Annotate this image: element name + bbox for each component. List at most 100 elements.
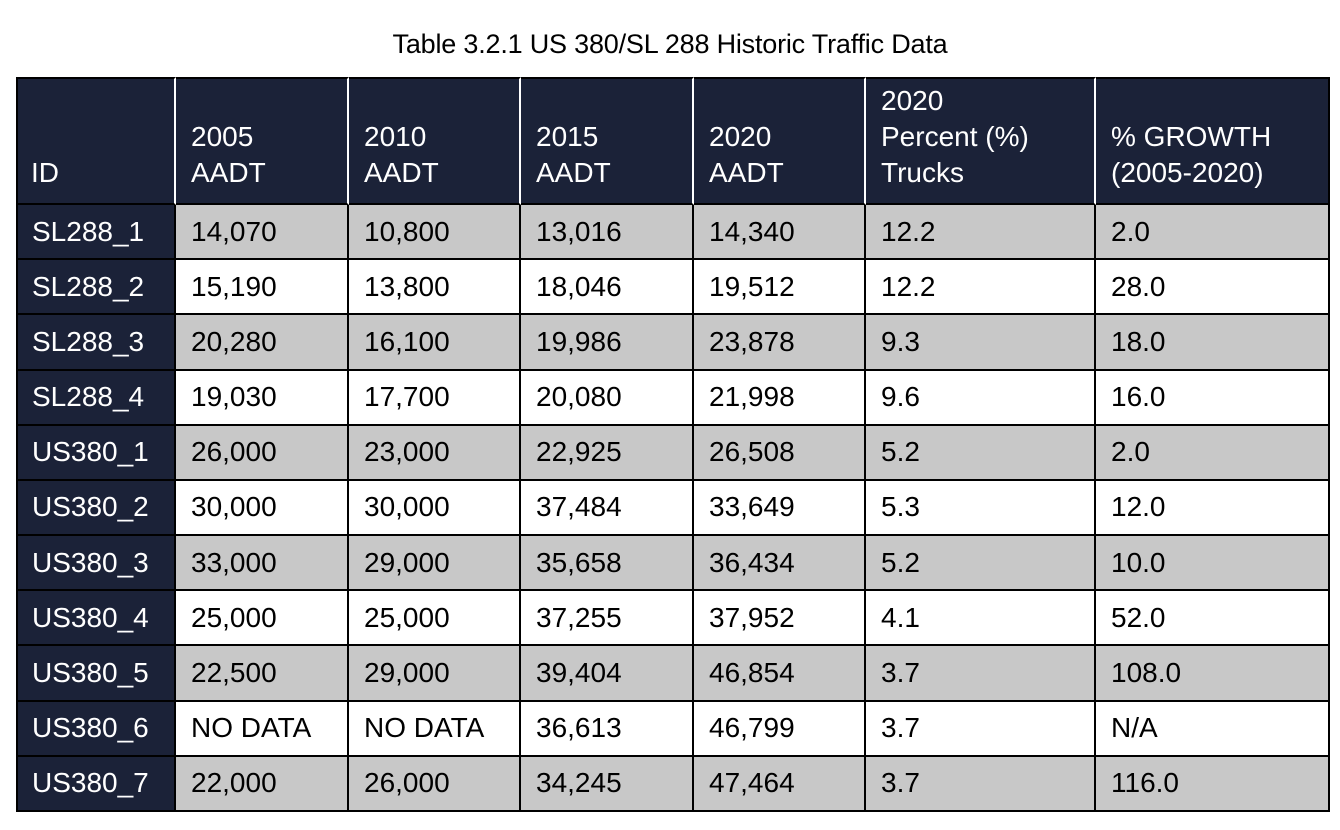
header-text: 2010 [364, 121, 427, 152]
header-text: Trucks [881, 157, 964, 188]
cell-percent-growth: 2.0 [1096, 425, 1330, 481]
cell-aadt-2015: 37,255 [521, 591, 694, 647]
cell-aadt-2015: 34,245 [521, 756, 694, 812]
cell-id: US380_1 [16, 425, 176, 481]
cell-aadt-2010: 26,000 [349, 756, 521, 812]
cell-percent-trucks-2020: 5.2 [866, 536, 1096, 592]
cell-percent-growth: 12.0 [1096, 480, 1330, 537]
cell-percent-growth: 108.0 [1096, 646, 1330, 702]
cell-percent-growth: 16.0 [1096, 370, 1330, 426]
header-text: 2015 [536, 121, 599, 152]
column-header-2015-aadt: 2015 AADT [521, 77, 694, 205]
table-row: SL288_1 14,070 10,800 13,016 14,340 12.2 2.0 [16, 205, 1330, 261]
cell-aadt-2020: 37,952 [694, 591, 866, 647]
cell-aadt-2020: 19,512 [694, 260, 866, 316]
table-row: US380_1 26,000 23,000 22,925 26,508 5.2 2.0 [16, 425, 1330, 481]
cell-aadt-2010: 25,000 [349, 591, 521, 647]
table-body: SL288_1 14,070 10,800 13,016 14,340 12.2 2.0 SL… [16, 205, 1330, 812]
cell-id: US380_7 [16, 756, 176, 812]
header-text: 2020 [881, 85, 944, 116]
cell-aadt-2015: 35,658 [521, 536, 694, 592]
cell-percent-trucks-2020: 9.6 [866, 370, 1096, 426]
cell-aadt-2020: 26,508 [694, 425, 866, 481]
cell-percent-growth: 52.0 [1096, 591, 1330, 647]
column-header-2010-aadt: 2010 AADT [349, 77, 521, 205]
cell-aadt-2010: NO DATA [349, 701, 521, 757]
cell-aadt-2005: 19,030 [176, 370, 349, 426]
cell-aadt-2010: 16,100 [349, 315, 521, 371]
cell-aadt-2005: 25,000 [176, 591, 349, 647]
cell-percent-growth: 116.0 [1096, 756, 1330, 812]
column-header-percent-growth: % GROWTH (2005-2020) [1096, 77, 1330, 205]
cell-percent-trucks-2020: 3.7 [866, 701, 1096, 757]
cell-id: SL288_3 [16, 315, 176, 371]
cell-aadt-2020: 21,998 [694, 370, 866, 426]
header-text: (2005-2020) [1111, 157, 1264, 188]
table-header: ID 2005 AADT 2010 AADT 2015 AADT 2020 AA… [16, 77, 1330, 205]
cell-id: US380_3 [16, 536, 176, 592]
cell-aadt-2015: 19,986 [521, 315, 694, 371]
cell-aadt-2005: 33,000 [176, 536, 349, 592]
cell-percent-growth: 2.0 [1096, 205, 1330, 261]
traffic-data-table: ID 2005 AADT 2010 AADT 2015 AADT 2020 AA… [16, 77, 1330, 812]
table-row: SL288_3 20,280 16,100 19,986 23,878 9.3 18.0 [16, 315, 1330, 371]
cell-percent-growth: 28.0 [1096, 260, 1330, 316]
cell-aadt-2020: 14,340 [694, 205, 866, 261]
cell-percent-growth: 10.0 [1096, 536, 1330, 592]
header-text: % GROWTH [1111, 121, 1272, 152]
table-row: US380_6 NO DATA NO DATA 36,613 46,799 3.7 N/A [16, 701, 1330, 757]
table-row: US380_4 25,000 25,000 37,255 37,952 4.1 52.0 [16, 591, 1330, 647]
cell-aadt-2005: 30,000 [176, 480, 349, 537]
table-caption: Table 3.2.1 US 380/SL 288 Historic Traff… [392, 29, 948, 59]
cell-aadt-2015: 18,046 [521, 260, 694, 316]
header-text: 2020 [709, 121, 772, 152]
header-text: ID [31, 157, 59, 188]
header-text: AADT [709, 157, 784, 188]
table-row: US380_7 22,000 26,000 34,245 47,464 3.7 116.0 [16, 756, 1330, 812]
traffic-table-container: ID 2005 AADT 2010 AADT 2015 AADT 2020 AA… [16, 77, 1330, 812]
cell-aadt-2005: 26,000 [176, 425, 349, 481]
cell-aadt-2020: 46,799 [694, 701, 866, 757]
cell-percent-trucks-2020: 4.1 [866, 591, 1096, 647]
header-text: 2005 [191, 121, 254, 152]
cell-aadt-2020: 33,649 [694, 480, 866, 537]
cell-id: US380_4 [16, 591, 176, 647]
table-row: SL288_4 19,030 17,700 20,080 21,998 9.6 16.0 [16, 370, 1330, 426]
cell-percent-growth: 18.0 [1096, 315, 1330, 371]
cell-percent-trucks-2020: 5.2 [866, 425, 1096, 481]
cell-aadt-2015: 37,484 [521, 480, 694, 537]
cell-aadt-2010: 29,000 [349, 536, 521, 592]
cell-aadt-2005: 15,190 [176, 260, 349, 316]
cell-percent-trucks-2020: 9.3 [866, 315, 1096, 371]
cell-id: US380_5 [16, 646, 176, 702]
cell-aadt-2015: 36,613 [521, 701, 694, 757]
cell-aadt-2010: 13,800 [349, 260, 521, 316]
cell-aadt-2005: 14,070 [176, 205, 349, 261]
cell-aadt-2010: 30,000 [349, 480, 521, 537]
cell-aadt-2005: 22,500 [176, 646, 349, 702]
cell-aadt-2020: 36,434 [694, 536, 866, 592]
cell-aadt-2010: 23,000 [349, 425, 521, 481]
cell-percent-trucks-2020: 12.2 [866, 260, 1096, 316]
column-header-id: ID [16, 77, 176, 205]
cell-aadt-2015: 39,404 [521, 646, 694, 702]
cell-aadt-2015: 22,925 [521, 425, 694, 481]
header-text: Percent (%) [881, 121, 1029, 152]
cell-aadt-2005: 22,000 [176, 756, 349, 812]
cell-id: US380_2 [16, 480, 176, 537]
cell-aadt-2005: NO DATA [176, 701, 349, 757]
column-header-2020-percent-trucks: 2020 Percent (%) Trucks [866, 77, 1096, 205]
cell-id: SL288_1 [16, 205, 176, 261]
table-row: US380_3 33,000 29,000 35,658 36,434 5.2 10.0 [16, 536, 1330, 592]
cell-percent-trucks-2020: 3.7 [866, 756, 1096, 812]
cell-percent-growth: N/A [1096, 701, 1330, 757]
cell-aadt-2005: 20,280 [176, 315, 349, 371]
cell-id: US380_6 [16, 701, 176, 757]
cell-percent-trucks-2020: 3.7 [866, 646, 1096, 702]
cell-percent-trucks-2020: 12.2 [866, 205, 1096, 261]
header-text: AADT [191, 157, 266, 188]
table-row: US380_2 30,000 30,000 37,484 33,649 5.3 12.0 [16, 480, 1330, 537]
cell-id: SL288_2 [16, 260, 176, 316]
table-row: SL288_2 15,190 13,800 18,046 19,512 12.2 28.0 [16, 260, 1330, 316]
column-header-2005-aadt: 2005 AADT [176, 77, 349, 205]
